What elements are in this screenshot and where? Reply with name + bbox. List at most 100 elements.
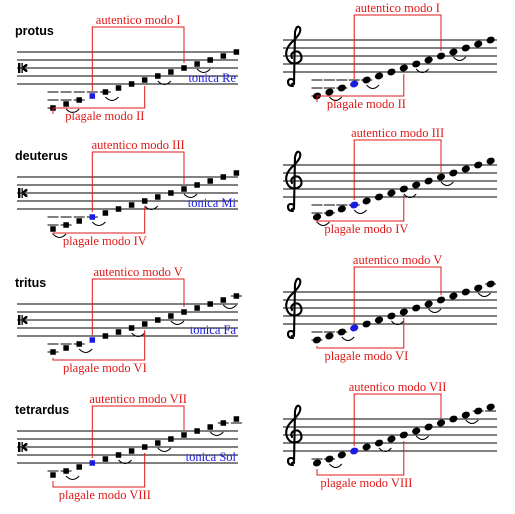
right-note xyxy=(449,415,458,423)
semitone-slur xyxy=(118,459,132,464)
left-note xyxy=(207,301,213,307)
left-authentic-label: autentico modo I xyxy=(96,13,181,27)
left-note xyxy=(168,190,174,196)
left-plagal-label: plagale modo VIII xyxy=(59,488,151,502)
tonic-label: tonica Mi xyxy=(188,196,237,210)
left-note xyxy=(194,428,200,434)
left-tonic-note xyxy=(89,337,96,343)
mode-row-tritus: tritus autentico modo V plagale modo VI ton… xyxy=(15,253,497,375)
semitone-slur xyxy=(329,96,343,101)
left-note xyxy=(128,325,135,331)
right-note xyxy=(362,197,371,205)
mode-name: tritus xyxy=(15,276,46,290)
right-note xyxy=(312,336,322,344)
left-note xyxy=(155,317,161,323)
semitone-slur xyxy=(105,96,119,101)
left-authentic-label: autentico modo III xyxy=(92,138,185,152)
left-note xyxy=(155,73,161,79)
semitone-slur xyxy=(415,68,429,73)
right-tonic-note xyxy=(350,80,359,88)
right-note xyxy=(325,88,334,96)
right-tonic-note xyxy=(350,201,359,209)
right-authentic-label: autentico modo III xyxy=(351,126,444,140)
right-note xyxy=(424,177,433,185)
left-note xyxy=(76,218,82,224)
left-note xyxy=(233,49,240,55)
right-note xyxy=(486,36,495,44)
treble-clef-icon xyxy=(285,404,303,467)
right-note xyxy=(449,292,458,300)
left-tonic-note xyxy=(89,214,96,220)
tonic-label: tonica Sol xyxy=(186,450,237,464)
left-note xyxy=(141,198,148,204)
semitone-slur xyxy=(157,80,172,85)
left-note xyxy=(194,61,200,67)
right-plagal-bracket xyxy=(316,318,405,349)
semitone-slur xyxy=(91,221,106,226)
left-authentic-bracket xyxy=(91,151,185,212)
left-note xyxy=(220,420,227,426)
right-staff: autentico modo VII plagale modo VIII xyxy=(283,380,497,490)
semitone-slur xyxy=(222,304,237,309)
mode-row-protus: protus autentico modo I plagale modo II ton… xyxy=(15,1,497,123)
semitone-slur xyxy=(366,84,380,89)
left-note xyxy=(63,345,69,351)
right-note xyxy=(436,419,446,427)
left-plagal-label: plagale modo IV xyxy=(63,234,147,248)
right-authentic-label: autentico modo VII xyxy=(349,380,447,394)
left-note xyxy=(141,444,148,450)
c-clef-icon xyxy=(18,63,28,73)
right-note xyxy=(374,193,384,201)
left-note xyxy=(50,472,56,478)
right-note xyxy=(424,423,433,431)
left-note xyxy=(76,464,82,470)
left-plagal-label: plagale modo VI xyxy=(63,361,147,375)
right-note xyxy=(486,157,495,165)
left-staff: autentico modo III plagale modo IV tonica … xyxy=(17,138,240,248)
right-note xyxy=(436,52,446,60)
right-tonic-note xyxy=(350,324,359,332)
left-plagal-bracket xyxy=(52,453,146,488)
treble-clef-icon xyxy=(285,150,303,213)
right-note xyxy=(325,455,334,463)
right-note xyxy=(325,209,334,217)
left-note xyxy=(50,226,56,232)
right-note xyxy=(387,189,396,197)
left-note xyxy=(233,416,240,422)
semitone-slur xyxy=(477,292,491,297)
right-note xyxy=(399,431,408,439)
right-note xyxy=(387,68,396,76)
right-note xyxy=(424,56,433,64)
left-note xyxy=(181,186,187,192)
right-authentic-bracket xyxy=(353,266,442,323)
right-note xyxy=(325,332,334,340)
left-authentic-bracket xyxy=(91,26,185,91)
left-tonic-note xyxy=(89,460,96,466)
semitone-slur xyxy=(131,332,146,337)
tonic-label: tonica Re xyxy=(188,71,236,85)
left-note xyxy=(141,321,148,327)
left-staff: autentico modo V plagale modo VI tonica Fa xyxy=(17,265,242,375)
right-note xyxy=(399,308,408,316)
right-authentic-label: autentico modo V xyxy=(353,253,442,267)
left-note xyxy=(155,440,161,446)
semitone-slur xyxy=(341,336,355,341)
right-note xyxy=(362,320,371,328)
mode-name: protus xyxy=(15,24,54,38)
left-staff: autentico modo I plagale modo II tonica Re xyxy=(17,13,240,123)
right-note xyxy=(362,443,371,451)
right-plagal-label: plagale modo II xyxy=(327,97,406,111)
left-note xyxy=(76,341,82,347)
left-note xyxy=(233,293,240,299)
right-note xyxy=(337,451,346,459)
right-note xyxy=(461,411,470,419)
right-plagal-bracket xyxy=(316,441,405,476)
right-note xyxy=(412,427,421,435)
left-note xyxy=(102,89,109,95)
mode-name: deuterus xyxy=(15,149,68,163)
right-staff: autentico modo III plagale modo IV xyxy=(283,126,497,236)
left-note xyxy=(141,77,148,83)
right-note xyxy=(399,64,408,72)
left-authentic-bracket xyxy=(91,405,185,458)
